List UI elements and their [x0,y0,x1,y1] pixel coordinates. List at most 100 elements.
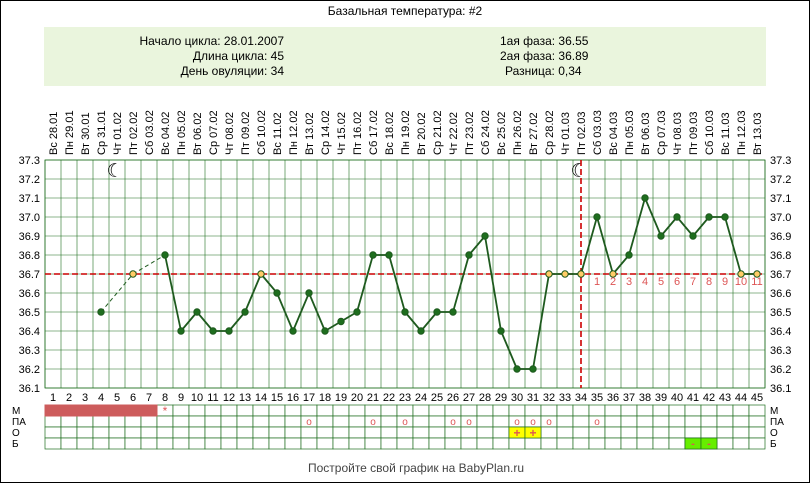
x-tick-label: 18 [319,392,331,404]
table-cell [684,415,702,428]
x-tick-label: 8 [162,392,168,404]
data-point [673,213,681,221]
table-cell [140,415,158,428]
table-cell [716,404,734,417]
x-tick-label: 9 [178,392,184,404]
data-point [593,213,601,221]
table-cell [604,426,622,439]
header-day-label: Чт 15.02 [336,112,348,155]
y-tick-label-right: 36.7 [770,269,791,281]
data-point [321,327,329,335]
phase2-day-number: 1 [594,276,600,288]
header-day-label: Вт 06.02 [192,112,204,155]
phase2-day-number: 5 [658,276,664,288]
table-cell [604,437,622,450]
info-phase1: 1ая фаза: 36.55 [500,34,589,48]
data-point [193,308,201,316]
y-tick-label-left: 36.4 [19,326,40,338]
y-tick-label-right: 36.1 [770,383,791,395]
x-tick-label: 6 [130,392,136,404]
series-segment [196,311,214,332]
data-point [689,232,697,240]
series-segment [468,235,486,256]
series-segment [276,292,294,332]
series-segment [244,273,262,313]
table-cell [60,426,78,439]
table-cell [108,415,126,428]
table-cell [188,426,206,439]
pa-circle-mark: o [530,417,536,428]
table-cell [620,404,638,417]
b-minus-mark: - [707,438,711,450]
header-day-label: Ср 14.02 [320,110,332,155]
y-tick-label-right: 36.2 [770,364,791,376]
phase2-day-number: 2 [610,276,616,288]
table-cell [572,426,590,439]
data-point [177,327,185,335]
y-tick-label-right: 36.9 [770,231,791,243]
table-cell [428,437,446,450]
header-day-label: Чт 08.02 [224,112,236,155]
table-cell [572,437,590,450]
table-cell [140,426,158,439]
data-point [481,232,489,240]
table-row-m-label-left: М [12,406,20,417]
x-tick-label: 31 [527,392,539,404]
table-cell [572,415,590,428]
table-cell [636,404,654,417]
data-point [209,327,217,335]
table-cell [236,404,254,417]
header-day-label: Чт 01.02 [112,112,124,155]
header-day-label: Сб 17.02 [368,110,380,155]
y-tick-label-left: 36.1 [19,383,40,395]
table-cell [332,426,350,439]
table-cell [668,426,686,439]
series-segment [724,216,742,275]
header-day-label: Вс 11.03 [720,112,732,155]
y-tick-label-left: 36.9 [19,231,40,243]
header-day-label: Чт 22.02 [448,112,460,155]
footer-link[interactable]: Постройте свой график на BabyPlan.ru [308,461,524,475]
header-day-label: Вт 27.02 [528,112,540,155]
data-point [465,251,473,259]
table-cell [236,437,254,450]
header-day-label: Вт 13.02 [304,112,316,155]
table-cell [44,426,62,439]
table-cell [716,415,734,428]
data-point [417,327,425,335]
series-segment [676,216,694,237]
table-cell [92,415,110,428]
table-row-b-label-right: Б [770,439,777,450]
x-tick-label: 35 [591,392,603,404]
table-cell [252,404,270,417]
x-tick-label: 17 [303,392,315,404]
table-cell [652,415,670,428]
table-row-pa-label-right: ПА [770,417,784,428]
data-point [305,289,313,297]
data-point [449,308,457,316]
header-day-label: Чт 08.03 [672,112,684,155]
symptom-table: М МПА ПАО ОБ Б*o o o o o o o o o+ +- - [12,404,784,450]
table-cell [492,404,510,417]
table-cell [204,426,222,439]
x-tick-label: 19 [335,392,347,404]
o-cell-filled [524,426,542,439]
table-cell [332,415,350,428]
header-day-label: Сб 24.02 [480,110,492,155]
table-cell [444,404,462,417]
header-day-label: Ср 07.03 [656,110,668,155]
header-day-label: Пн 12.03 [736,110,748,155]
table-cell [588,426,606,439]
x-tick-label: 16 [287,392,299,404]
table-cell [412,415,430,428]
table-cell [364,437,382,450]
header-day-label: Вт 20.02 [416,112,428,155]
header-day-label: Вс 18.02 [384,112,396,155]
series-segment [660,216,678,237]
phase2-day-number: 4 [642,276,648,288]
table-row-o-label-right: О [770,428,778,439]
data-point [369,251,377,259]
data-point [161,251,169,259]
table-cell [732,437,750,450]
header-day-label: Пн 05.02 [176,110,188,155]
